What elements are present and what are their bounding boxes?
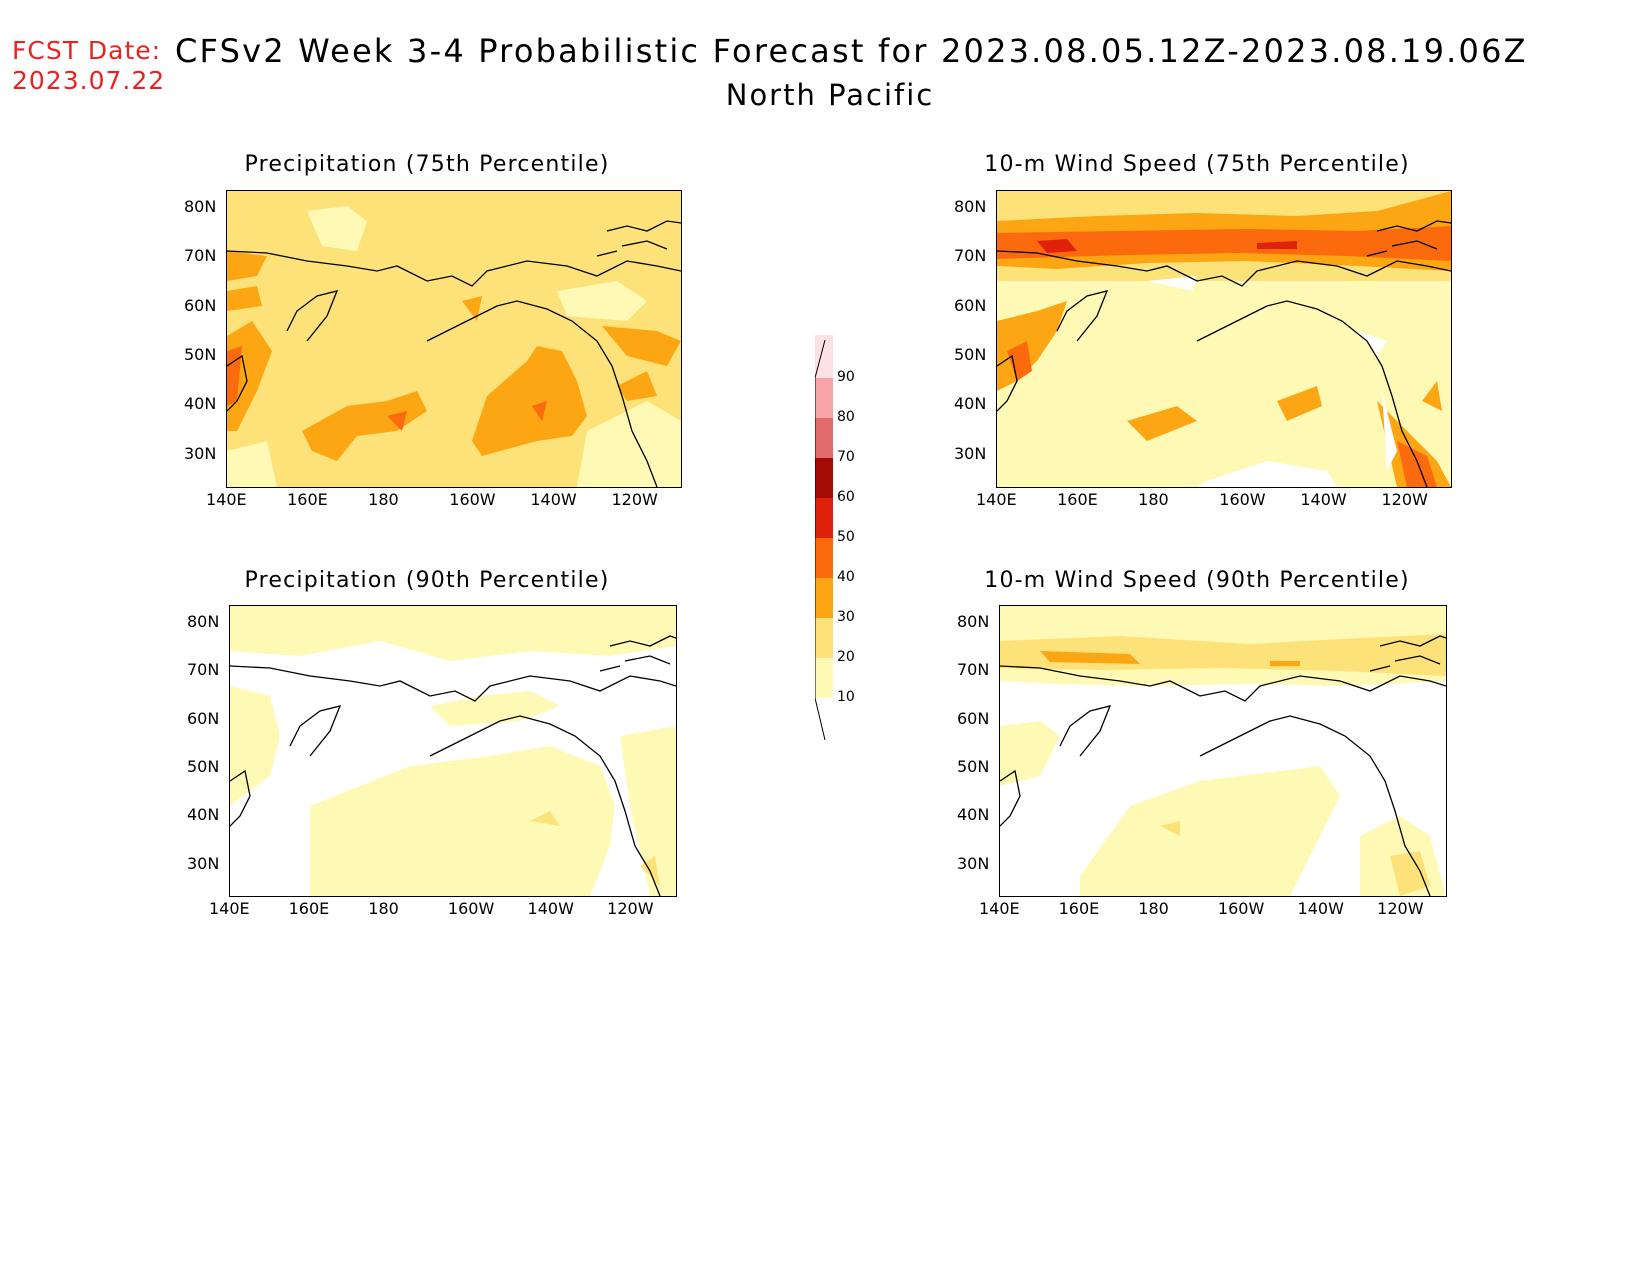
lat-tick-label: 50N (954, 345, 987, 364)
lat-tick-label: 70N (187, 660, 220, 680)
colorbar-label: 20 (837, 649, 855, 665)
colorbar-label: 30 (837, 609, 855, 625)
lon-tick-label: 160W (449, 490, 496, 509)
lon-tick-label: 140E (976, 490, 1017, 509)
colorbar-label: 40 (837, 569, 855, 585)
lon-tick-label: 120W (1381, 490, 1428, 509)
lon-tick-label: 140W (530, 490, 577, 509)
lon-tick-label: 140W (527, 899, 574, 918)
colorbar-swatch-40 (815, 538, 833, 578)
colorbar-label: 80 (837, 409, 855, 425)
map-precip75 (226, 190, 682, 488)
colorbar-swatch-20 (815, 618, 833, 658)
lat-tick-label: 40N (957, 805, 990, 825)
colorbar-label: 60 (837, 489, 855, 505)
lat-tick-label: 70N (954, 246, 987, 266)
region-subtitle: North Pacific (725, 78, 935, 112)
lat-tick-label: 70N (957, 660, 990, 680)
lat-tick-label: 70N (184, 246, 217, 266)
lon-tick-label: 160E (288, 899, 330, 918)
map-precip90 (229, 605, 677, 897)
panel-title-wind75: 10-m Wind Speed (75th Percentile) (984, 152, 1410, 177)
lat-tick-label: 40N (954, 394, 987, 414)
lat-tick-label: 60N (954, 295, 987, 315)
colorbar-label: 10 (837, 689, 855, 705)
lat-tick-label: 50N (187, 757, 220, 776)
lat-tick-label: 30N (954, 443, 987, 463)
colorbar-label: 50 (837, 529, 855, 545)
lon-tick-label: 140W (1297, 899, 1344, 918)
colorbar-swatch-30 (815, 578, 833, 618)
lon-tick-label: 180 (1138, 490, 1169, 509)
fcst-date-value: 2023.07.22 (12, 66, 166, 95)
panel-title-precip75: Precipitation (75th Percentile) (244, 152, 610, 177)
map-wind90 (999, 605, 1447, 897)
lon-tick-label: 160E (1058, 899, 1100, 918)
lon-tick-label: 180 (1138, 899, 1169, 918)
lon-tick-label: 140E (206, 490, 247, 509)
lon-tick-label: 160W (1217, 899, 1265, 918)
fcst-date: FCST Date: 2023.07.22 (12, 36, 165, 96)
lon-tick-label: 160W (447, 899, 495, 918)
lat-tick-label: 80N (957, 612, 990, 631)
lon-tick-label: 120W (1377, 899, 1424, 918)
lon-tick-label: 160E (287, 490, 328, 509)
lat-tick-label: 80N (187, 612, 220, 631)
lon-tick-label: 160W (1219, 490, 1266, 509)
lon-tick-label: 120W (607, 899, 654, 918)
panel-title-wind90: 10-m Wind Speed (90th Percentile) (984, 568, 1410, 593)
page-title: CFSv2 Week 3-4 Probabilistic Forecast fo… (175, 32, 1528, 70)
lat-tick-label: 60N (187, 708, 220, 728)
lon-tick-label: 120W (611, 490, 658, 509)
lat-tick-label: 60N (184, 295, 217, 315)
colorbar-swatch-70 (815, 418, 833, 458)
lat-tick-label: 80N (954, 197, 987, 216)
colorbar-swatch-10 (815, 658, 833, 698)
panel-title-precip90: Precipitation (90th Percentile) (244, 568, 610, 593)
lon-tick-label: 140W (1300, 490, 1347, 509)
lat-tick-label: 30N (184, 443, 217, 463)
lat-tick-label: 80N (184, 197, 217, 216)
fcst-label: FCST Date: (12, 36, 162, 65)
lat-tick-label: 40N (184, 394, 217, 414)
lat-tick-label: 40N (187, 805, 220, 825)
lon-tick-label: 180 (368, 490, 399, 509)
lon-tick-label: 160E (1057, 490, 1098, 509)
lon-tick-label: 180 (368, 899, 399, 918)
lon-tick-label: 140E (209, 899, 250, 918)
colorbar-swatch-60 (815, 458, 833, 498)
colorbar-swatch-90 (815, 335, 833, 378)
lat-tick-label: 60N (957, 708, 990, 728)
colorbar (815, 335, 833, 741)
colorbar-swatch-50 (815, 498, 833, 538)
lat-tick-label: 30N (957, 853, 990, 873)
colorbar-label: 90 (837, 369, 855, 385)
lon-tick-label: 140E (979, 899, 1020, 918)
lat-tick-label: 50N (957, 757, 990, 776)
colorbar-swatch-80 (815, 378, 833, 418)
colorbar-label: 70 (837, 449, 855, 465)
map-wind75 (996, 190, 1452, 488)
lat-tick-label: 30N (187, 853, 220, 873)
lat-tick-label: 50N (184, 345, 217, 364)
